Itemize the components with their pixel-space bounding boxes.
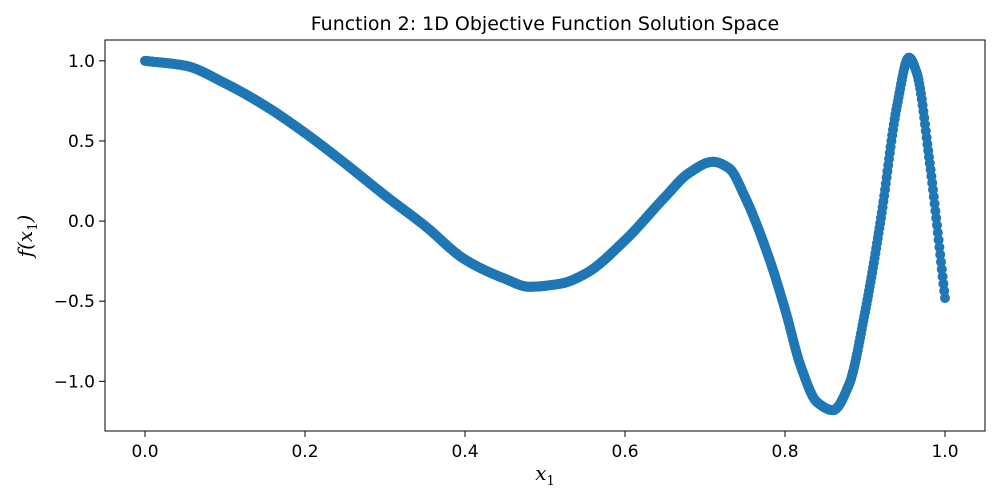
x-tick-label: 0.2 xyxy=(291,442,318,462)
y-axis-label-base: x xyxy=(13,231,37,242)
x-axis-ticks: 0.0 0.2 0.4 0.6 0.8 1.0 xyxy=(131,431,959,462)
x-tick-label: 0.0 xyxy=(131,442,158,462)
chart-title: Function 2: 1D Objective Function Soluti… xyxy=(311,13,779,35)
data-point xyxy=(931,213,942,224)
data-point xyxy=(932,227,943,238)
data-point xyxy=(940,293,950,303)
y-tick-label: 1.0 xyxy=(68,52,95,72)
data-point xyxy=(936,256,946,267)
x-tick-label: 0.8 xyxy=(771,442,798,462)
data-point xyxy=(937,271,948,282)
data-point xyxy=(935,249,946,260)
x-axis-label-sub: 1 xyxy=(547,474,555,489)
data-point xyxy=(932,220,942,231)
y-tick-label: −1.0 xyxy=(54,372,95,392)
data-point xyxy=(933,234,944,245)
x-axis-label: x1 xyxy=(535,461,555,489)
data-point xyxy=(934,242,945,253)
x-tick-label: 0.6 xyxy=(611,442,638,462)
y-axis-ticks: −1.0 −0.5 0.0 0.5 1.0 xyxy=(54,52,105,392)
y-tick-label: −0.5 xyxy=(54,292,95,312)
y-axis-label-func: f( xyxy=(13,241,37,259)
y-axis-label-sub: 1 xyxy=(26,223,41,231)
x-axis-label-base: x xyxy=(535,461,546,485)
x-tick-label: 0.4 xyxy=(451,442,478,462)
data-points xyxy=(140,52,950,416)
plot-frame xyxy=(104,39,986,432)
y-axis-label-close: ) xyxy=(13,215,37,224)
x-tick-label: 1.0 xyxy=(931,442,958,462)
y-tick-label: 0.5 xyxy=(68,132,95,152)
data-point xyxy=(936,264,947,275)
y-tick-label: 0.0 xyxy=(68,212,95,232)
y-axis-label: f(x1) xyxy=(13,215,41,260)
